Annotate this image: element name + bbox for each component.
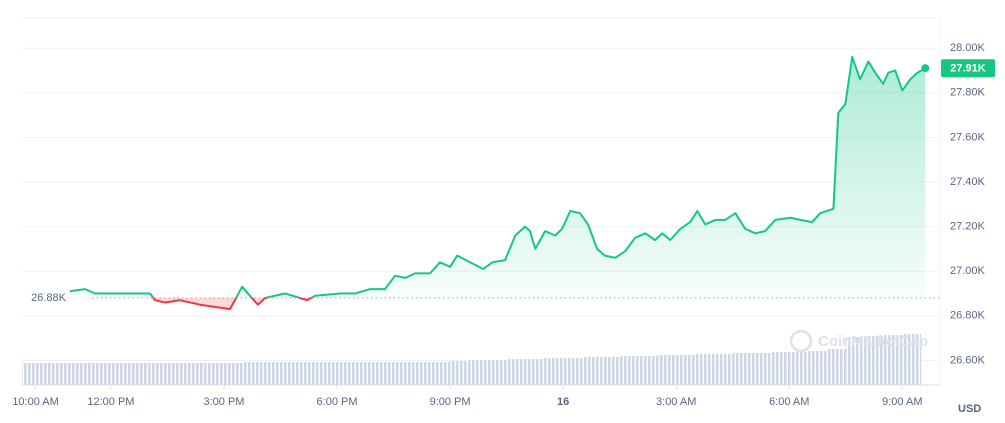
volume-bar	[657, 355, 677, 385]
volume-bar	[845, 337, 865, 385]
volume-bar	[261, 362, 281, 385]
volume-bar	[35, 363, 55, 385]
area-up	[69, 57, 926, 298]
x-tick-label: 16	[557, 396, 569, 408]
x-tick-label: 6:00 PM	[317, 396, 358, 408]
x-tick-label: 12:00 PM	[87, 396, 134, 408]
volume-bar	[374, 362, 394, 385]
y-tick-label: 26.80K	[950, 310, 986, 322]
volume-bar	[468, 360, 488, 385]
watermark: CoinMarketCap	[789, 329, 928, 353]
volume-bar	[789, 352, 809, 385]
x-tick-label: 9:00 AM	[882, 396, 922, 408]
volume-bar	[600, 357, 620, 385]
volume-bar	[525, 359, 545, 385]
x-tick-label: 10:00 AM	[12, 396, 58, 408]
volume-bar	[732, 353, 752, 385]
x-tick-label: 6:00 AM	[769, 396, 809, 408]
volume-bar	[487, 360, 507, 385]
price-line-up	[69, 56, 926, 298]
price-line-down	[152, 297, 314, 311]
volume-bar	[318, 362, 338, 385]
volume-bar	[22, 363, 36, 385]
volume-bar	[770, 352, 790, 385]
volume-bar	[638, 356, 658, 385]
volume-bar	[92, 363, 111, 385]
baseline-label: 26.88K	[31, 292, 67, 304]
y-tick-label: 27.40K	[950, 176, 986, 188]
volume-bar	[808, 351, 827, 385]
volume-bar	[563, 358, 582, 385]
y-tick-label: 27.60K	[950, 131, 986, 143]
volume-bar	[826, 349, 846, 385]
x-tick-label: 9:00 PM	[430, 396, 471, 408]
volume-bar	[581, 357, 601, 385]
volume-bar	[506, 359, 526, 385]
volume-bar	[205, 363, 224, 385]
y-tick-label: 27.00K	[950, 265, 986, 277]
volume-bar	[110, 363, 130, 385]
y-tick-label: 27.20K	[950, 221, 986, 233]
volume-bar	[167, 363, 187, 385]
volume-bar	[186, 363, 206, 385]
volume-bar	[393, 362, 413, 385]
volume-bar	[242, 362, 262, 385]
volume-bar	[902, 334, 922, 385]
area-down	[69, 297, 926, 310]
volume-bar	[73, 363, 93, 385]
volume-bar	[223, 363, 243, 385]
watermark-text: CoinMarketCap	[818, 333, 928, 350]
x-tick-label: 3:00 PM	[204, 396, 245, 408]
volume-bar	[299, 362, 319, 385]
volume-bar	[713, 354, 733, 385]
volume-bar	[355, 362, 375, 385]
volume-bar	[450, 361, 469, 385]
y-tick-label: 27.80K	[950, 87, 986, 99]
volume-bar	[883, 335, 903, 385]
volume-bar	[54, 363, 74, 385]
volume-bar	[619, 356, 639, 385]
volume-bar	[695, 354, 714, 385]
volume-bar	[280, 362, 300, 385]
volume-bar	[148, 363, 168, 385]
price-tag	[941, 59, 995, 78]
volume-bar	[129, 363, 149, 385]
y-tick-label: 26.60K	[950, 354, 986, 366]
x-tick-label: 3:00 AM	[656, 396, 696, 408]
last-point	[921, 64, 930, 73]
volume-bar	[431, 362, 451, 385]
volume-bar	[412, 362, 432, 385]
volume-bar	[864, 336, 884, 385]
volume-bar	[337, 362, 356, 385]
volume-bar	[751, 353, 771, 385]
volume-bar	[544, 358, 564, 385]
y-tick-label: 28.00K	[950, 42, 986, 54]
y-unit: USD	[958, 403, 981, 415]
price-tag-label: 27.91K	[950, 63, 986, 75]
volume-bar	[676, 355, 696, 385]
